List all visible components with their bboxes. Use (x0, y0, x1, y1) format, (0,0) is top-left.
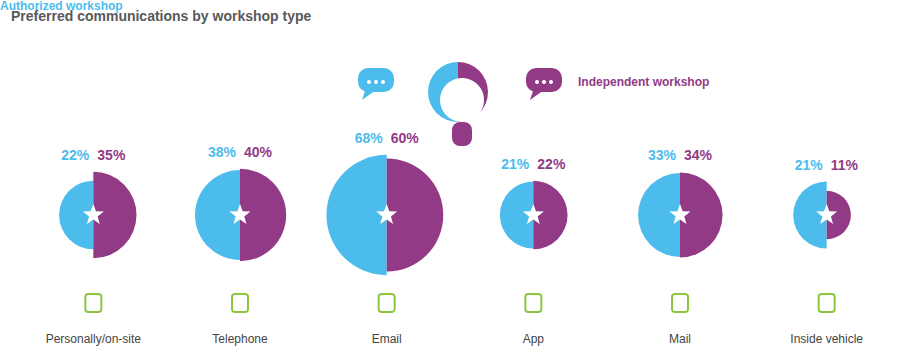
svg-text:Personally/on-site: Personally/on-site (46, 332, 142, 346)
svg-text:Telephone: Telephone (212, 332, 268, 346)
svg-text:60%: 60% (391, 130, 420, 146)
svg-text:Inside vehicle: Inside vehicle (790, 332, 863, 346)
svg-text:Authorized workshop: Authorized workshop (0, 0, 123, 13)
svg-text:21%: 21% (795, 157, 824, 173)
svg-text:Mail: Mail (669, 332, 691, 346)
svg-text:Email: Email (372, 332, 402, 346)
svg-text:38%: 38% (208, 144, 237, 160)
svg-text:Preferred communications by wo: Preferred communications by workshop typ… (11, 8, 312, 24)
svg-text:40%: 40% (244, 144, 273, 160)
svg-text:App: App (523, 332, 545, 346)
svg-text:33%: 33% (648, 147, 677, 163)
svg-text:21%: 21% (501, 156, 530, 172)
svg-text:22%: 22% (61, 147, 90, 163)
svg-text:68%: 68% (355, 130, 384, 146)
svg-text:11%: 11% (831, 157, 859, 173)
svg-text:Independent workshop: Independent workshop (578, 75, 709, 89)
svg-text:35%: 35% (97, 147, 126, 163)
svg-text:34%: 34% (684, 147, 713, 163)
svg-text:22%: 22% (537, 156, 566, 172)
